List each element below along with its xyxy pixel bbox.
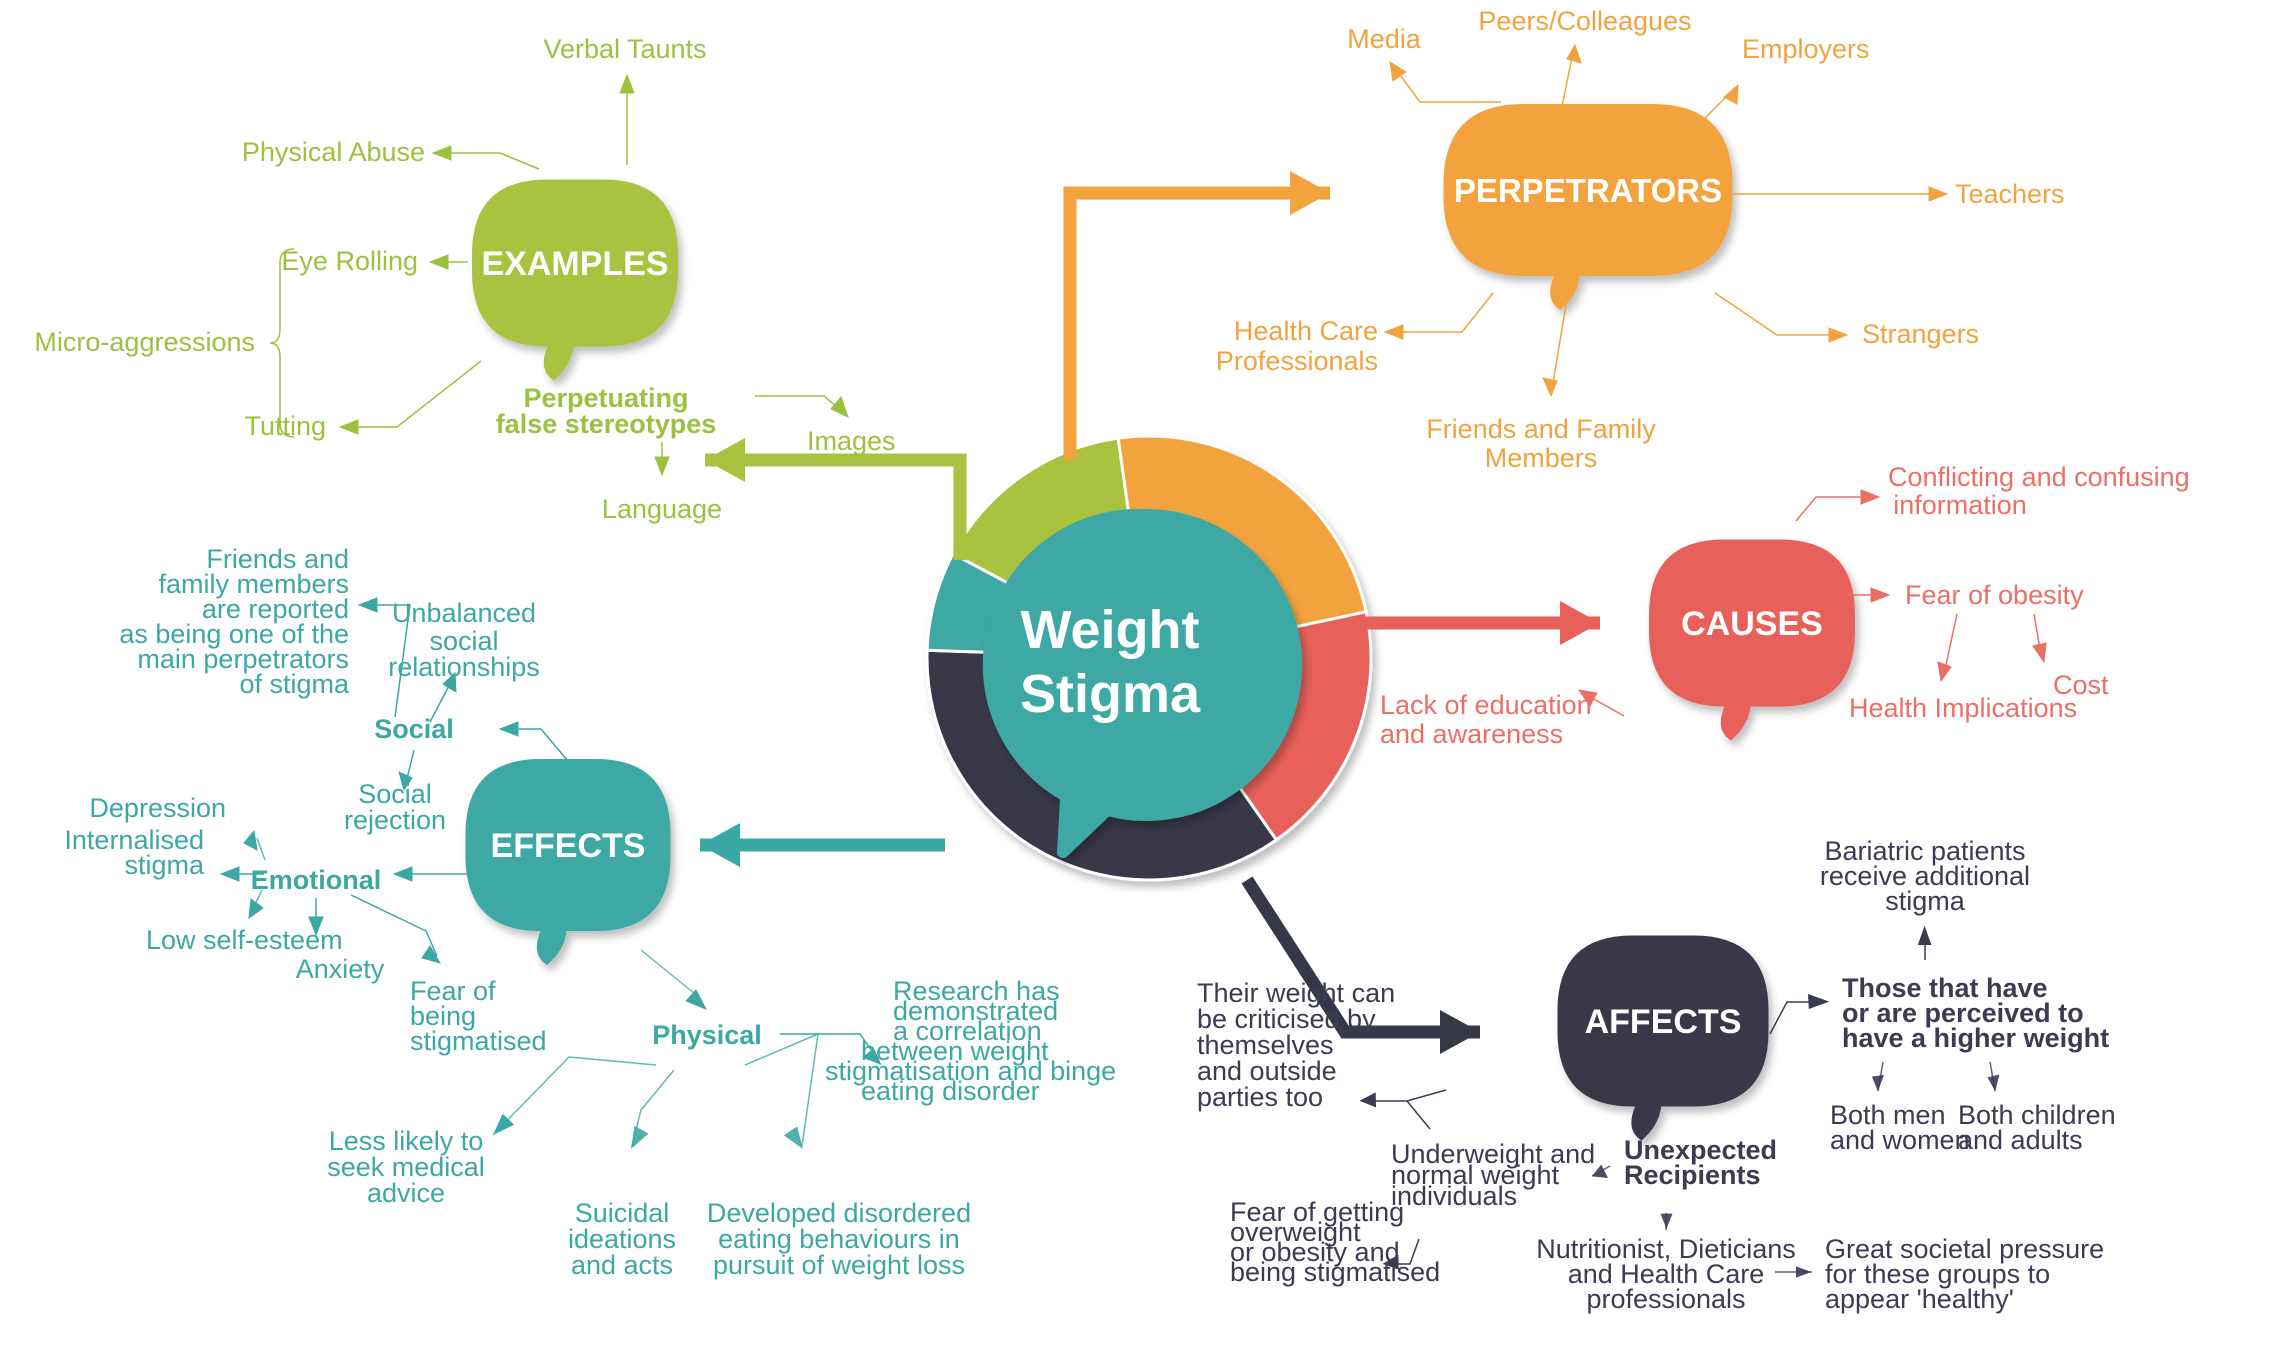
svg-text:Stigma: Stigma (1020, 664, 1201, 724)
svg-text:appear 'healthy': appear 'healthy' (1825, 1284, 2014, 1314)
svg-text:Friends and Family: Friends and Family (1426, 414, 1656, 444)
svg-text:Verbal Taunts: Verbal Taunts (543, 34, 706, 64)
svg-text:CAUSES: CAUSES (1681, 605, 1823, 643)
svg-text:EXAMPLES: EXAMPLES (481, 245, 668, 283)
svg-text:relationships: relationships (388, 652, 540, 682)
svg-text:parties too: parties too (1197, 1082, 1323, 1112)
svg-text:Conflicting and confusing: Conflicting and confusing (1888, 462, 2190, 492)
svg-text:Fear of obesity: Fear of obesity (1905, 580, 2084, 610)
svg-text:AFFECTS: AFFECTS (1585, 1003, 1742, 1041)
svg-text:advice: advice (367, 1178, 445, 1208)
svg-text:stigma: stigma (1885, 886, 1966, 916)
svg-text:Health Care: Health Care (1234, 316, 1378, 346)
svg-text:Tutting: Tutting (244, 411, 326, 441)
svg-text:have a higher weight: have a higher weight (1842, 1023, 2109, 1053)
svg-text:Physical Abuse: Physical Abuse (242, 137, 425, 167)
svg-text:Images: Images (807, 426, 896, 456)
svg-text:eating disorder: eating disorder (861, 1076, 1040, 1106)
svg-text:and awareness: and awareness (1380, 719, 1563, 749)
svg-text:false stereotypes: false stereotypes (496, 409, 717, 439)
svg-text:being stigmatised: being stigmatised (1230, 1257, 1440, 1287)
svg-text:professionals: professionals (1586, 1284, 1745, 1314)
svg-text:Eye Rolling: Eye Rolling (281, 246, 418, 276)
svg-text:and adults: and adults (1958, 1125, 2083, 1155)
svg-text:EFFECTS: EFFECTS (491, 827, 646, 865)
svg-text:Recipients: Recipients (1624, 1160, 1761, 1190)
svg-text:Health Implications: Health Implications (1849, 693, 2077, 723)
svg-text:Anxiety: Anxiety (296, 954, 385, 984)
svg-text:Lack of education: Lack of education (1380, 690, 1592, 720)
svg-text:Unbalanced: Unbalanced (392, 598, 536, 628)
svg-text:information: information (1893, 490, 2027, 520)
svg-text:Social: Social (374, 714, 454, 744)
svg-text:stigmatised: stigmatised (410, 1026, 547, 1056)
svg-text:Employers: Employers (1742, 34, 1870, 64)
svg-text:Media: Media (1347, 24, 1422, 54)
svg-text:Teachers: Teachers (1955, 179, 2065, 209)
svg-text:Members: Members (1485, 443, 1598, 473)
svg-text:PERPETRATORS: PERPETRATORS (1454, 172, 1722, 209)
svg-text:Physical: Physical (652, 1020, 762, 1050)
svg-text:pursuit of weight loss: pursuit of weight loss (713, 1250, 965, 1280)
svg-text:individuals: individuals (1391, 1181, 1517, 1211)
svg-text:Emotional: Emotional (251, 865, 382, 895)
svg-text:of stigma: of stigma (239, 669, 350, 699)
svg-text:Professionals: Professionals (1216, 346, 1378, 376)
svg-text:Weight: Weight (1021, 600, 1200, 660)
svg-text:rejection: rejection (344, 805, 446, 835)
svg-text:Low self-esteem: Low self-esteem (146, 925, 343, 955)
svg-text:Peers/Colleagues: Peers/Colleagues (1478, 6, 1691, 36)
svg-text:Strangers: Strangers (1862, 319, 1979, 349)
svg-text:and women: and women (1830, 1125, 1970, 1155)
svg-text:stigma: stigma (124, 850, 205, 880)
svg-text:Depression: Depression (89, 793, 226, 823)
svg-text:and acts: and acts (571, 1250, 673, 1280)
svg-text:Micro-aggressions: Micro-aggressions (34, 327, 255, 357)
svg-text:Language: Language (602, 494, 722, 524)
svg-text:Cost: Cost (2053, 670, 2109, 700)
